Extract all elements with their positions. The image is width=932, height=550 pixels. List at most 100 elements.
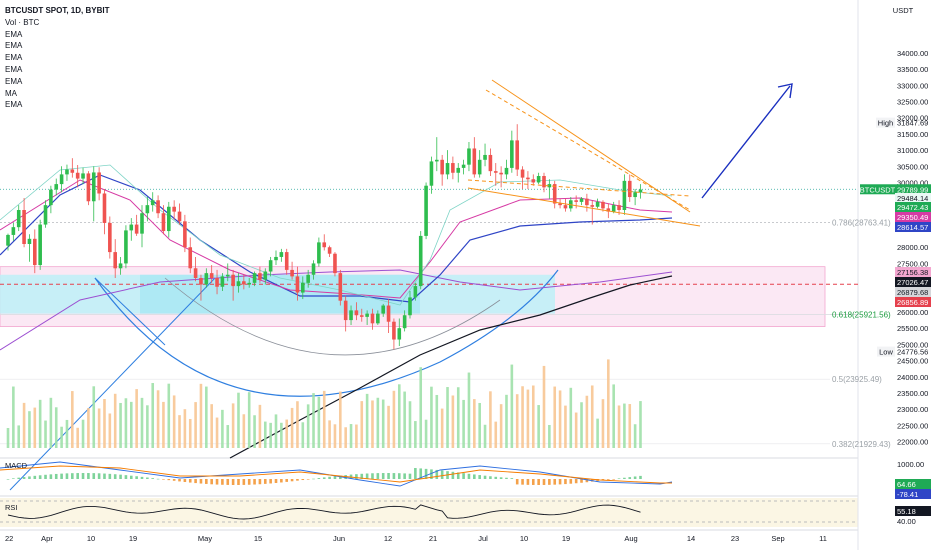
volume-bar [60, 426, 63, 448]
volume-bar [371, 400, 374, 448]
volume-bar [355, 424, 358, 448]
macd-histogram-bar [371, 473, 374, 479]
candle-body [354, 310, 359, 316]
candle-body [413, 286, 418, 298]
volume-bar [140, 397, 144, 448]
time-tick: 12 [384, 534, 392, 543]
macd-histogram-bar [408, 473, 412, 479]
volume-bar [349, 424, 353, 448]
volume-bar [28, 411, 31, 448]
candle-body [70, 169, 75, 173]
price-tick: 32000.00 [897, 114, 928, 123]
legend-ema-2[interactable]: EMA [5, 41, 23, 51]
volume-bar [103, 399, 106, 448]
macd-histogram-bar [365, 473, 369, 479]
candle-body [43, 205, 48, 225]
volume-bar [365, 393, 369, 448]
volume-bar [381, 399, 385, 448]
legend-ema-1[interactable]: EMA [5, 29, 23, 39]
macd-line [0, 461, 673, 487]
candle-body [236, 281, 241, 287]
volume-bar [135, 389, 138, 448]
volume-bar [151, 383, 155, 448]
macd-histogram-bar [601, 479, 605, 481]
price-tick: 22500.00 [897, 421, 928, 430]
candle-body [75, 172, 80, 179]
candle-body [622, 180, 627, 210]
ema-value-tag: 27026.47 [897, 278, 928, 287]
legend-ema-4[interactable]: EMA [5, 64, 23, 74]
candle-body [306, 274, 310, 283]
last-value-bg [895, 184, 931, 195]
macd-histogram-bar [430, 469, 433, 479]
macd-histogram-bar [269, 479, 272, 484]
macd-histogram-bar [178, 479, 181, 482]
macd-histogram-bar [274, 479, 278, 483]
volume-bar [280, 422, 283, 448]
macd-histogram-bar [172, 479, 176, 481]
candle-body [542, 176, 546, 188]
macd-histogram-bar [424, 468, 428, 479]
macd-histogram-bar [585, 479, 589, 483]
candle-body [22, 210, 26, 244]
bowl-trend-line [9, 277, 216, 491]
volume-bar [639, 401, 642, 448]
candle-body [408, 297, 412, 316]
time-tick: 19 [129, 534, 137, 543]
candle-body [209, 273, 214, 278]
ema-teal-line [0, 164, 673, 306]
low-value: 24776.56 [897, 348, 928, 357]
macd-histogram-bar [515, 479, 519, 485]
legend-ema-6[interactable]: EMA [5, 100, 23, 110]
candle-body [349, 310, 353, 321]
volume-bar [162, 401, 165, 448]
macd-histogram-bar [628, 477, 632, 479]
candle-body [574, 200, 578, 202]
chart-legend: BTCUSDT SPOT, 1D, BYBIT Vol · BTC EMA EM… [5, 5, 109, 111]
volume-bar [290, 407, 294, 448]
volume-bar [424, 419, 428, 448]
legend-ma[interactable]: MA [5, 88, 17, 98]
volume-bar [526, 389, 530, 448]
candle-body [268, 260, 273, 272]
symbol-title[interactable]: BTCUSDT SPOT, 1D, BYBIT [5, 6, 110, 15]
candle-body [27, 238, 32, 244]
macd-histogram-bar [38, 475, 42, 479]
macd-histogram-bar [103, 473, 106, 479]
candle-body [504, 167, 509, 175]
macd-histogram-bar [617, 478, 621, 479]
legend-volume[interactable]: Vol · BTC [5, 17, 40, 27]
legend-ema-5[interactable]: EMA [5, 76, 23, 86]
price-tick: 27500.00 [897, 259, 928, 268]
candle-body [424, 185, 428, 236]
volume-bar [269, 422, 272, 448]
time-tick: Jun [333, 534, 345, 543]
volume-bar [33, 407, 37, 448]
wedge-lower-line [467, 187, 701, 227]
legend-ema-3[interactable]: EMA [5, 53, 23, 63]
bowl-arc-outer [94, 269, 559, 397]
ema-value-bg [895, 277, 931, 287]
volume-bar [510, 364, 514, 448]
macd-histogram-bar [553, 479, 557, 485]
time-tick: 11 [819, 534, 827, 543]
candle-body [33, 238, 37, 266]
macd-histogram-bar [521, 479, 524, 485]
last-value: 29789.99 [897, 185, 928, 194]
macd-histogram-bar [205, 479, 208, 484]
volume-bar [76, 427, 79, 448]
ema-value-bg [895, 222, 931, 232]
macd-histogram-bar [301, 479, 305, 481]
macd-histogram-bar [129, 475, 133, 479]
volume-bar [156, 390, 160, 448]
volume-bar [274, 414, 278, 448]
macd-histogram-bar [537, 479, 540, 485]
candle-body [161, 213, 166, 232]
ema-value-tag: 28614.57 [897, 223, 928, 232]
candle-body [472, 148, 477, 175]
macd-histogram-bar [548, 479, 551, 485]
macd-histogram-bar [623, 477, 626, 479]
volume-bar [590, 385, 594, 448]
volume-bar [435, 394, 439, 448]
